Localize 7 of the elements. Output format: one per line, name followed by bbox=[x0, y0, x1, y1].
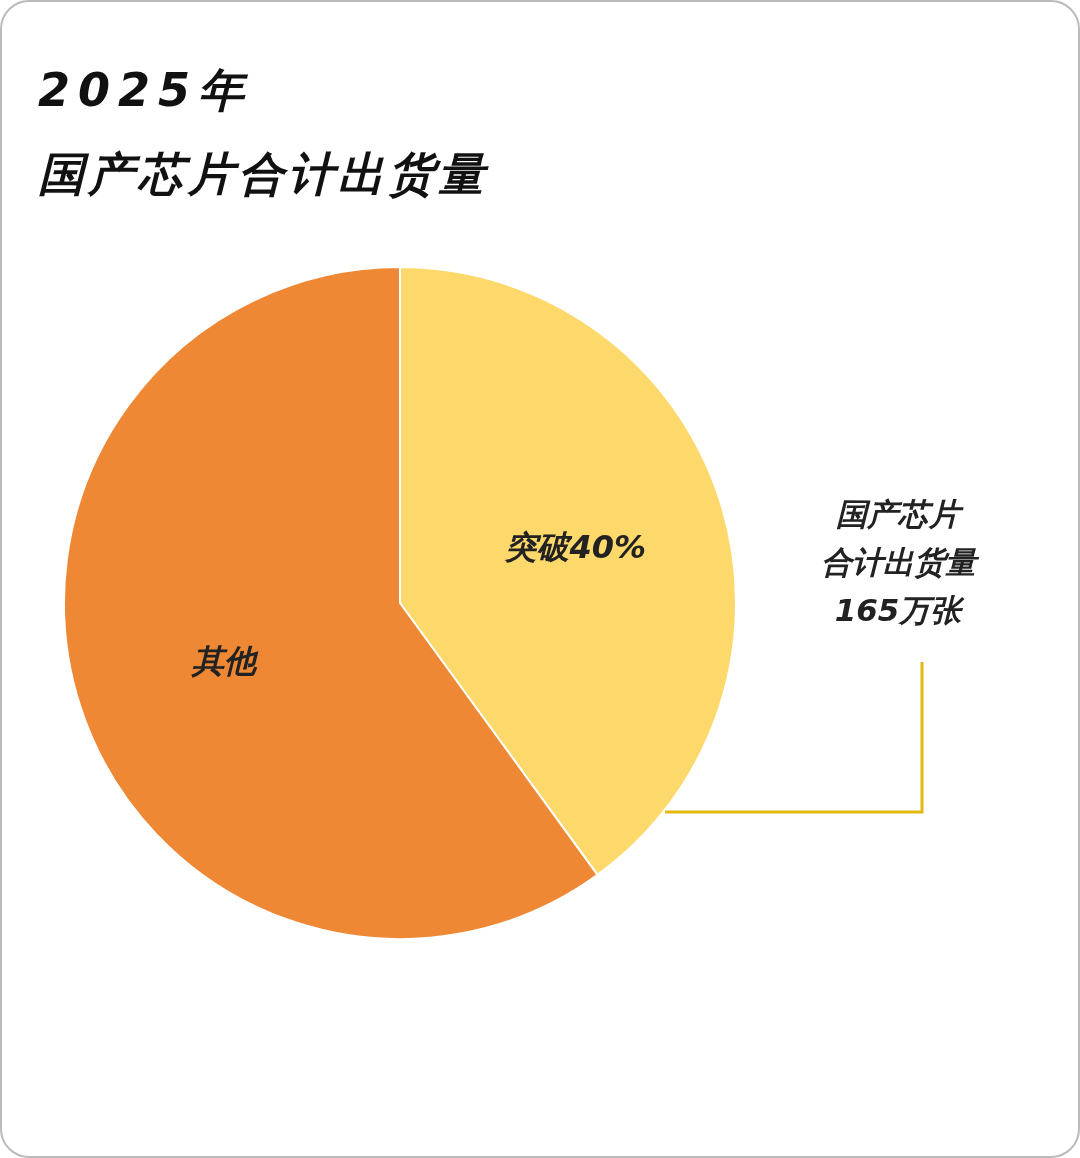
text: 165万张 bbox=[834, 592, 966, 628]
slice-label: 其他 bbox=[191, 642, 260, 681]
data-label: 突破40% bbox=[504, 527, 647, 566]
text: 国产芯片 bbox=[836, 496, 964, 532]
chart-title: 2025年 bbox=[38, 63, 253, 117]
chart-subtitle: 国产芯片合计出货量 bbox=[38, 147, 489, 201]
text: 合计出货量 bbox=[820, 544, 980, 580]
